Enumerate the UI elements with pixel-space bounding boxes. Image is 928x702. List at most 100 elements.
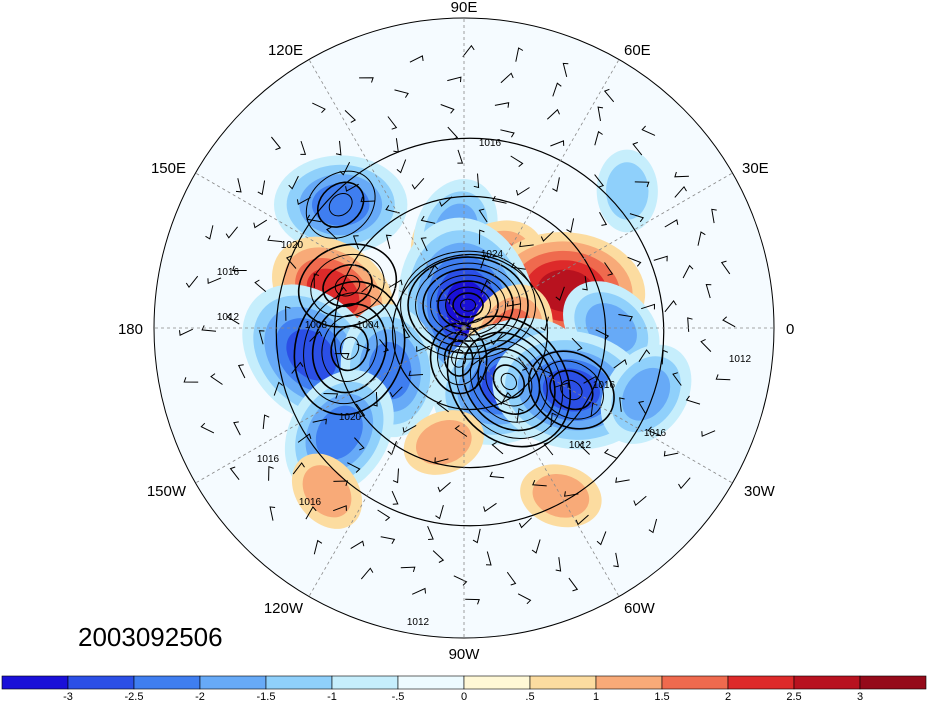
pressure-contours: [275, 137, 665, 527]
anomaly-blob: [621, 367, 671, 421]
isobar: [452, 292, 484, 318]
wind-barb: [453, 575, 468, 586]
lon-label-90w: 90W: [449, 646, 481, 663]
wind-barb: [674, 171, 689, 178]
wind-barb: [518, 517, 532, 529]
colorbar-swatch: [859, 675, 927, 690]
contour-label: 1012: [569, 440, 592, 451]
wind-barb: [566, 218, 575, 233]
wind-barb: [687, 317, 693, 332]
isobar: [454, 323, 564, 440]
colorbar-tick-label: 1: [593, 691, 599, 702]
wind-barb: [435, 504, 444, 520]
colorbar-swatch: [595, 675, 663, 690]
wind-barb: [309, 330, 323, 342]
colorbar-tick-label: 2: [725, 691, 731, 702]
wind-barb: [372, 391, 378, 407]
wind-barb: [540, 230, 554, 242]
wind-barb: [229, 466, 240, 481]
wind-barb: [420, 237, 428, 252]
wind-barb: [550, 140, 565, 147]
wind-barb: [347, 462, 361, 473]
wind-barb: [594, 174, 605, 188]
wind-barb: [648, 518, 658, 534]
wind-barb: [354, 437, 365, 451]
wind-barb: [408, 370, 424, 377]
wind-barb: [291, 361, 304, 374]
wind-barb: [285, 306, 291, 321]
colorbar-tick-label: .5: [525, 691, 534, 702]
wind-barb: [596, 531, 607, 546]
wind-barb: [300, 140, 307, 155]
colorbar-tick-label: -2: [195, 691, 205, 702]
wind-barb: [273, 381, 284, 396]
wind-barb: [674, 185, 687, 198]
wind-barb: [253, 219, 268, 229]
wind-barb: [715, 374, 731, 381]
contour-label: 1016: [644, 428, 667, 439]
contour-label: 1016: [299, 497, 322, 508]
wind-barb: [604, 262, 614, 276]
wind-barb: [700, 338, 712, 352]
lon-label-120e: 120E: [268, 42, 303, 59]
wind-barb: [638, 349, 651, 362]
colorbar-swatch: [1, 675, 69, 690]
contour-label: 1016: [217, 267, 240, 278]
anomaly-blob: [311, 183, 370, 226]
lon-label-30w: 30W: [744, 483, 776, 500]
wind-barb: [664, 219, 679, 228]
wind-barb: [447, 76, 462, 83]
lon-label-30e: 30E: [742, 160, 769, 177]
wind-barb: [440, 104, 455, 114]
graticule: [154, 18, 774, 638]
wind-barb: [552, 177, 560, 192]
wind-barb: [672, 372, 682, 386]
wind-barb: [663, 450, 679, 457]
wind-barb: [420, 215, 436, 224]
colorbar-tick-label: -1.5: [257, 691, 276, 702]
isobar: [333, 195, 607, 469]
contour-label: 1024: [481, 249, 504, 260]
wind-barb: [485, 551, 492, 566]
wind-barb: [462, 44, 475, 58]
wind-barb: [344, 110, 357, 123]
wind-barb: [629, 213, 645, 223]
colorbar-tick-label: 3: [857, 691, 863, 702]
lon-label-180: 180: [118, 321, 143, 338]
lon-label-150w: 150W: [147, 483, 187, 500]
wind-barb: [711, 208, 717, 224]
colorbar-swatch: [661, 675, 729, 690]
wind-barb: [200, 422, 215, 434]
contour-label: 1020: [339, 412, 362, 423]
wind-barb: [492, 195, 507, 204]
lon-label-60w: 60W: [624, 600, 656, 617]
wind-barb: [454, 425, 468, 437]
wind-barb: [720, 260, 731, 275]
isobar: [317, 181, 365, 228]
colorbar-swatch: [67, 675, 135, 690]
meridian-line: [463, 327, 733, 484]
wind-barb: [312, 418, 327, 425]
wind-barb: [285, 255, 297, 269]
wind-barb: [333, 505, 347, 512]
contour-label: 1012: [407, 617, 430, 628]
wind-barb: [235, 178, 242, 193]
wind-barb: [491, 441, 504, 455]
wind-barb: [519, 241, 534, 248]
colorbar-tick-label: 1.5: [654, 691, 669, 702]
wind-barb: [532, 480, 547, 487]
date-stamp: 2003092506: [78, 622, 223, 652]
wind-barb: [436, 298, 451, 305]
wind-barb: [500, 129, 515, 138]
wind-barb: [268, 465, 274, 481]
isobar: [330, 325, 369, 372]
contour-label: 1012: [729, 354, 752, 365]
wind-barb: [360, 196, 376, 203]
colorbar-swatch: [331, 675, 399, 690]
wind-barb: [478, 208, 488, 223]
contour-label: 1008: [305, 320, 328, 331]
wind-barb: [472, 528, 481, 544]
wind-barb: [323, 393, 339, 399]
isobar: [451, 349, 467, 368]
wind-barb: [619, 397, 625, 412]
